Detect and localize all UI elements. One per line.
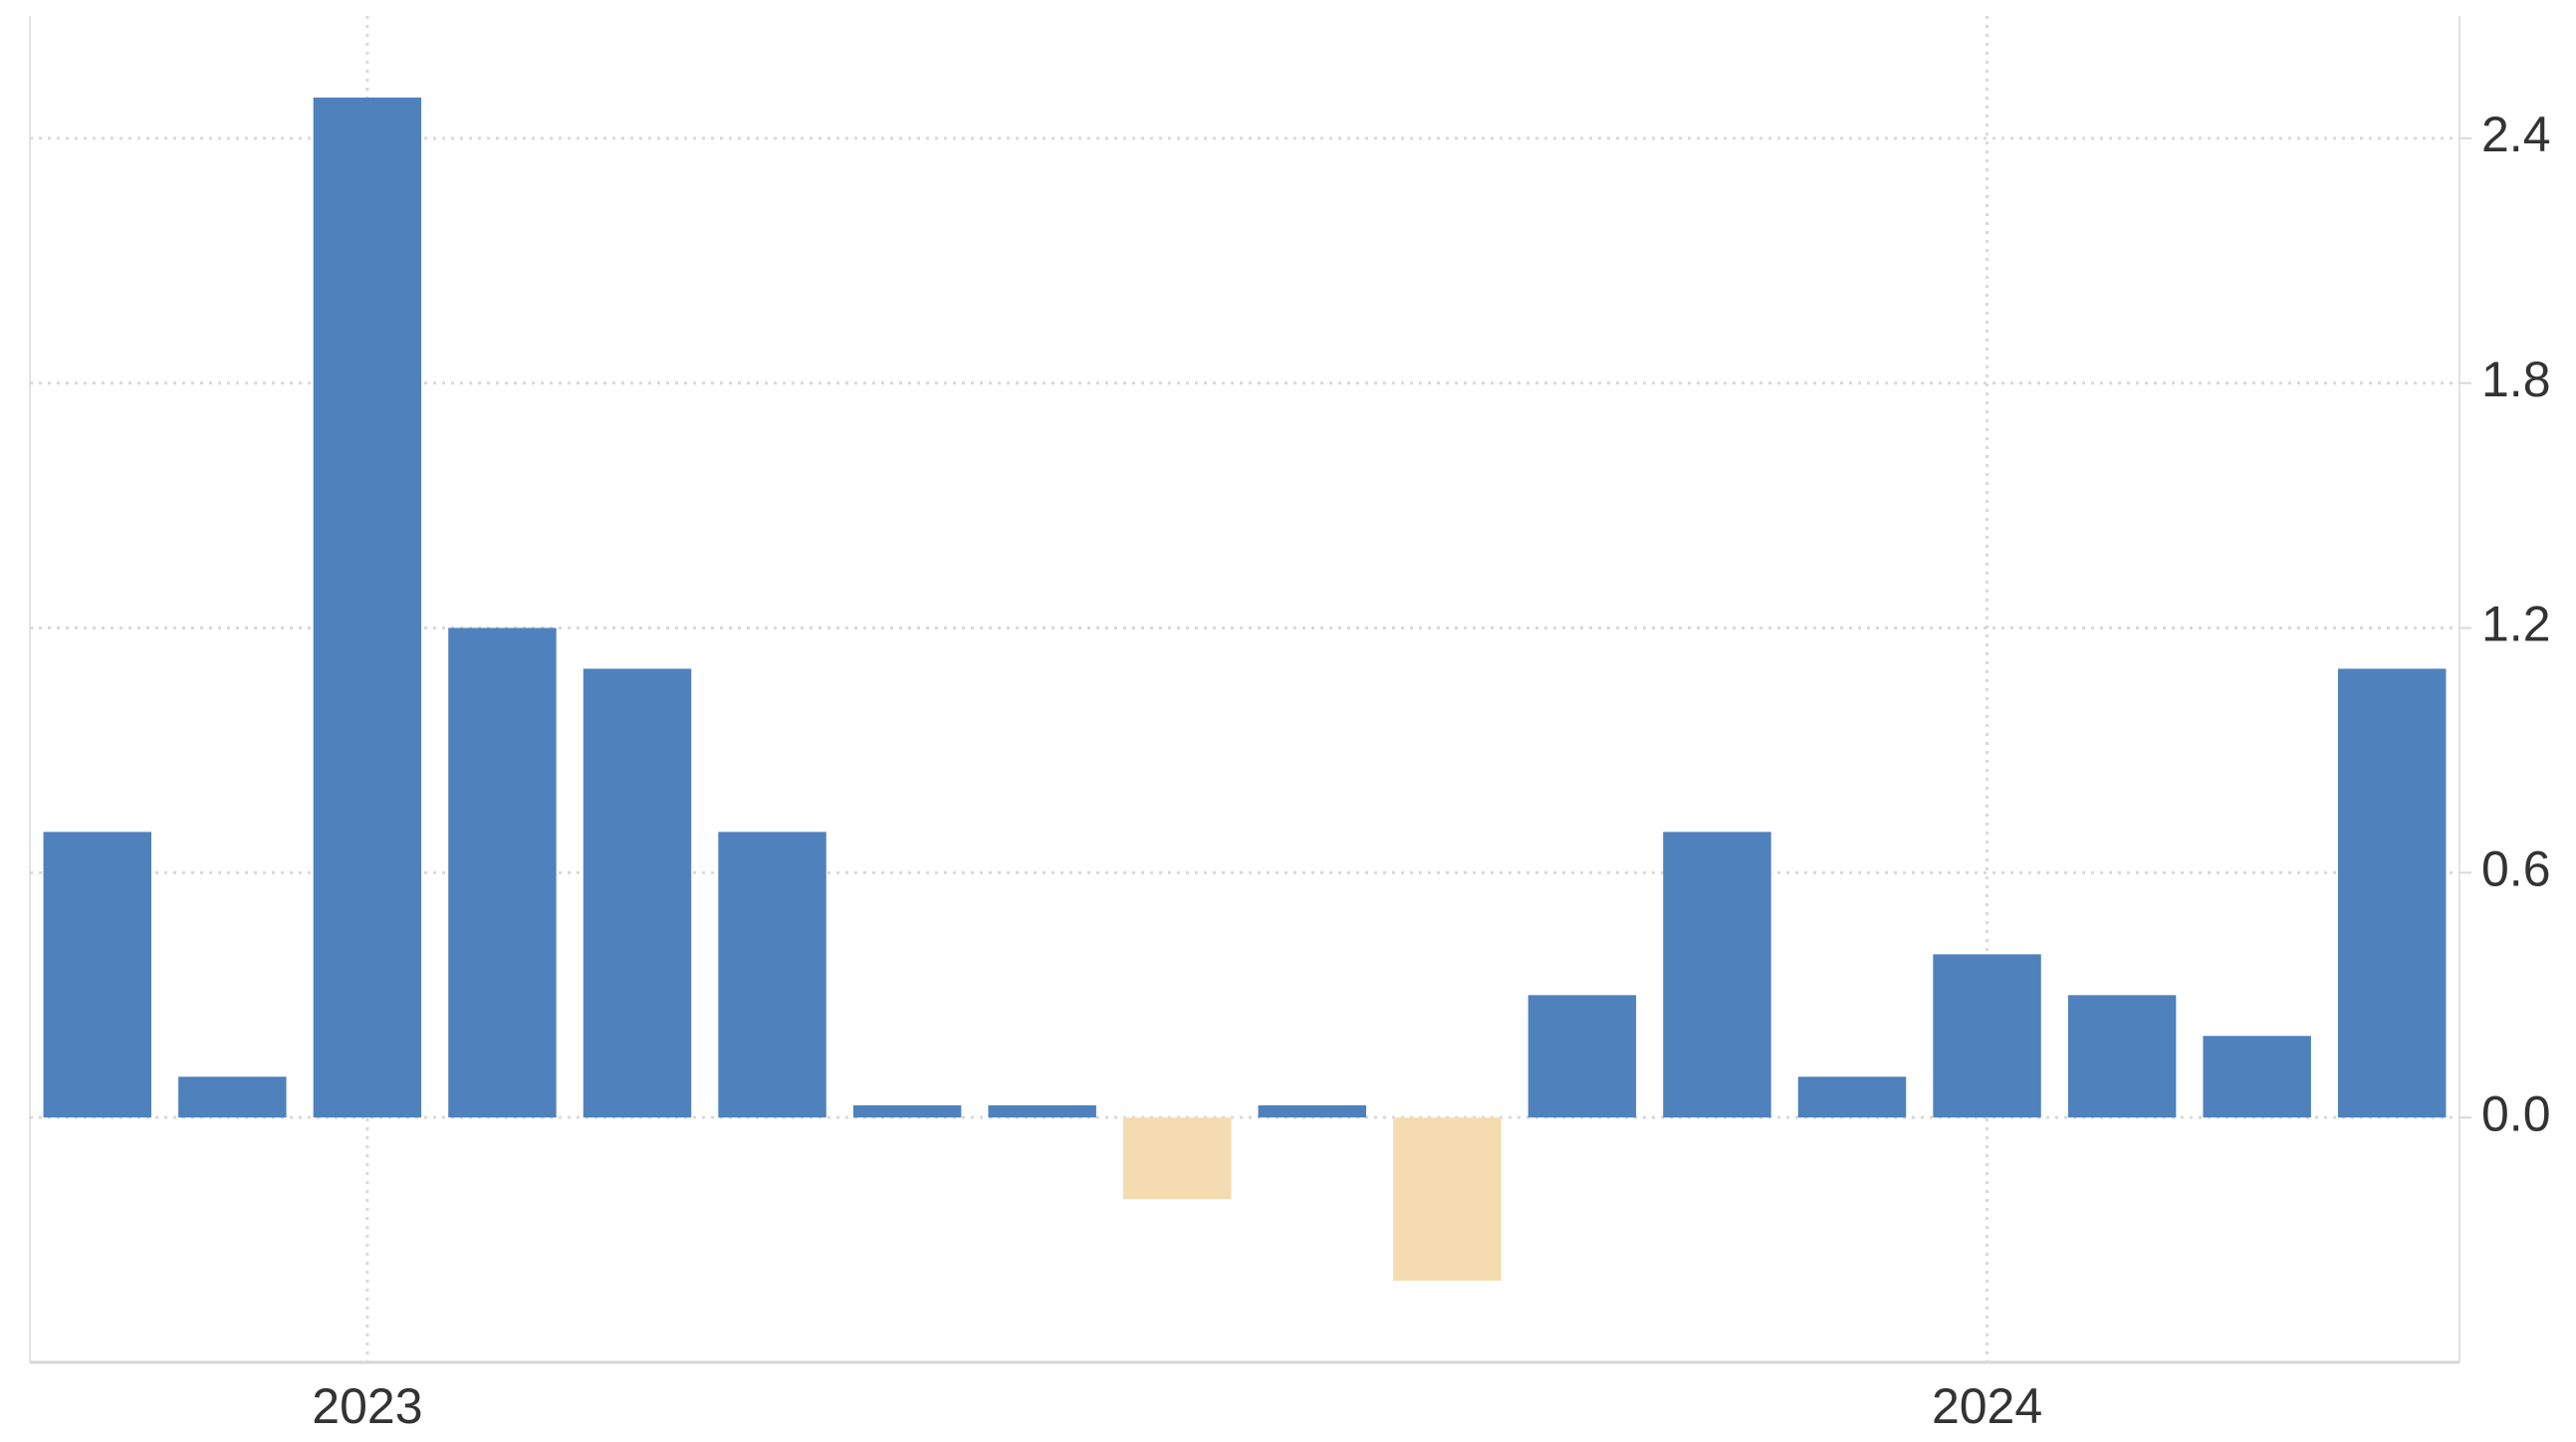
y-tick-label: 2.4: [2481, 107, 2551, 162]
y-tick-label: 1.8: [2481, 352, 2551, 407]
bar: [988, 1104, 1096, 1118]
bar: [718, 832, 826, 1118]
bar: [1258, 1104, 1366, 1118]
bar: [1933, 954, 2041, 1118]
y-tick-label: 0.6: [2481, 841, 2551, 897]
y-tick-label: 1.2: [2481, 597, 2551, 652]
bar: [178, 1077, 287, 1118]
bar: [2338, 668, 2447, 1118]
bar: [43, 832, 151, 1118]
bar: [583, 668, 692, 1118]
bar: [1663, 832, 1771, 1118]
bar: [1797, 1077, 1907, 1118]
x-tick-label: 2023: [312, 1378, 422, 1434]
bar: [852, 1104, 962, 1118]
bar: [1393, 1117, 1502, 1282]
y-tick-label: 0.0: [2481, 1085, 2551, 1141]
bar: [448, 627, 557, 1118]
bar: [1527, 995, 1637, 1118]
bar: [1123, 1117, 1232, 1200]
x-tick-label: 2024: [1932, 1378, 2042, 1434]
bar: [2203, 1036, 2311, 1118]
bar: [313, 97, 422, 1118]
bar: [2067, 995, 2177, 1118]
